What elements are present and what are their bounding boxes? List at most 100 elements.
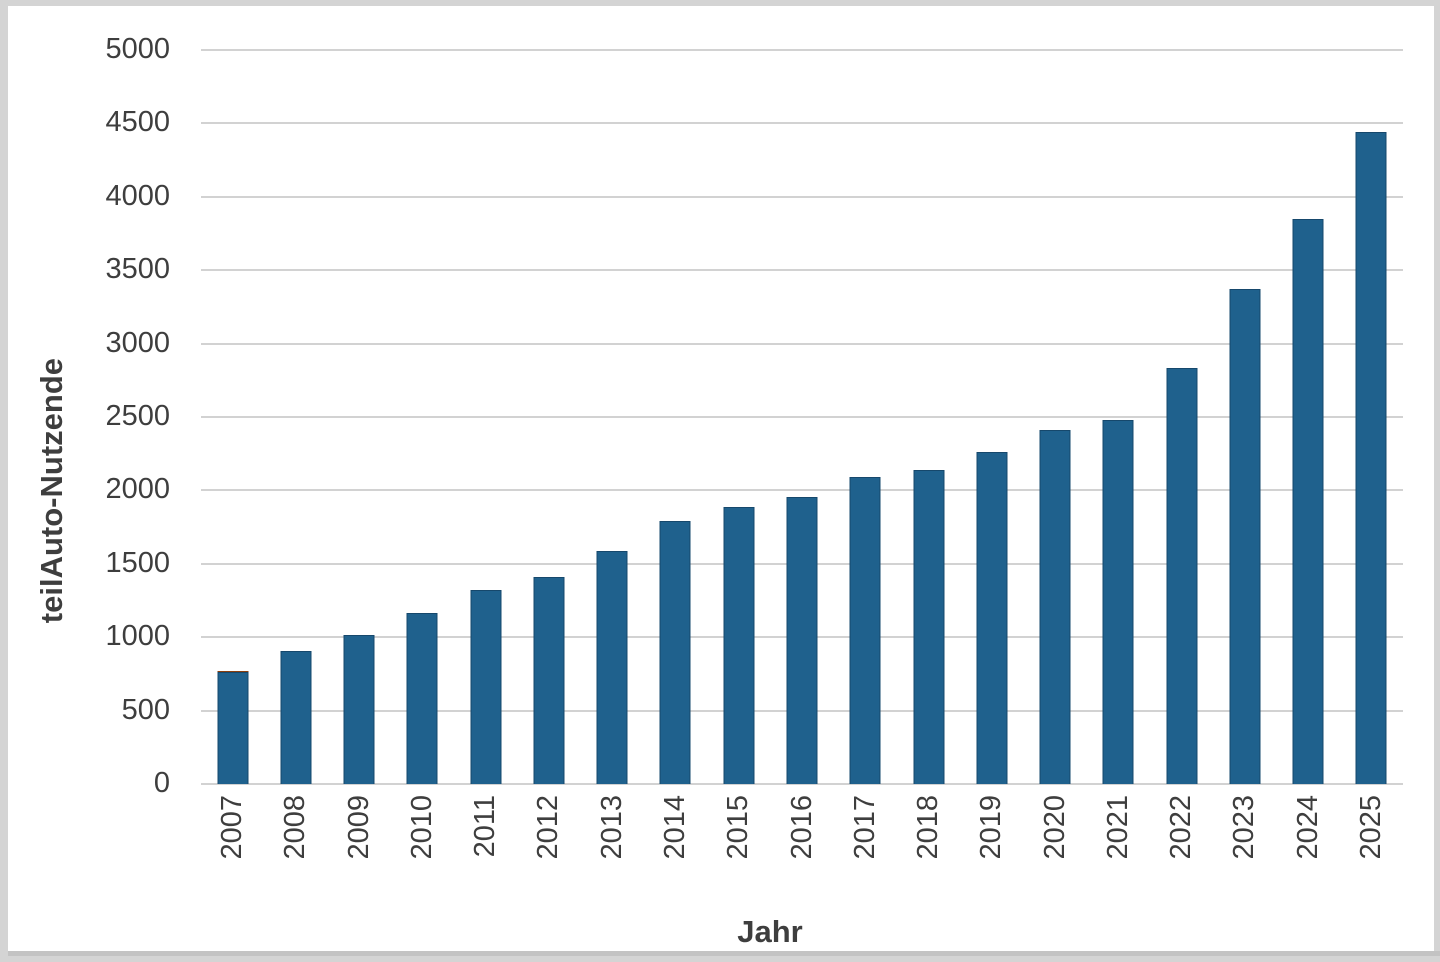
x-tick-slot: 2018: [897, 795, 960, 887]
bar: [280, 651, 312, 784]
gridline: [201, 195, 1403, 198]
x-tick-slot: 2023: [1213, 795, 1276, 887]
x-tick-slot: 2016: [770, 795, 833, 887]
x-axis-title: Jahr: [737, 914, 803, 949]
bar-slot: [517, 50, 580, 784]
y-tick-label: 500: [121, 693, 170, 726]
y-tick-label: 0: [153, 766, 170, 799]
frame-bottom-edge: [8, 951, 1440, 956]
x-tick-slot: 2007: [201, 795, 264, 887]
bar: [1166, 367, 1198, 784]
x-tick-label: 2017: [848, 795, 881, 860]
x-tick-label: 2022: [1165, 795, 1198, 860]
bar-slot: [1277, 50, 1340, 784]
gridline: [201, 122, 1403, 125]
bar: [913, 469, 945, 784]
bar-slot: [454, 50, 517, 784]
bar: [1229, 289, 1261, 784]
x-tick-slot: 2020: [1023, 795, 1086, 887]
x-tick-label: 2016: [785, 795, 818, 860]
x-tick-slot: 2008: [264, 795, 327, 887]
gridline: [201, 416, 1403, 418]
bar-slot: [1087, 50, 1150, 784]
y-tick-label: 2000: [105, 473, 170, 506]
y-tick-label: 5000: [105, 32, 170, 65]
bar-slot: [1340, 50, 1403, 784]
bars-layer: [201, 50, 1403, 784]
x-tick-label: 2012: [532, 795, 565, 860]
x-tick-label: 2024: [1291, 795, 1324, 860]
bar-slot: [264, 50, 327, 784]
bar: [406, 612, 438, 784]
x-tick-label: 2020: [1038, 795, 1071, 860]
bar-slot: [1213, 50, 1276, 784]
bar: [533, 577, 565, 784]
x-tick-slot: 2017: [834, 795, 897, 887]
bar: [470, 590, 502, 784]
x-tick-label: 2014: [658, 795, 691, 860]
x-tick-slot: 2015: [707, 795, 770, 887]
gridline: [201, 783, 1403, 785]
bar-slot: [897, 50, 960, 784]
x-tick-label: 2023: [1228, 795, 1261, 860]
x-tick-slot: 2024: [1277, 795, 1340, 887]
x-tick-slot: 2019: [960, 795, 1023, 887]
bar-slot: [581, 50, 644, 784]
y-tick-label: 4000: [105, 179, 170, 212]
x-tick-slot: 2009: [328, 795, 391, 887]
x-tick-slot: 2013: [581, 795, 644, 887]
x-tick-label: 2007: [216, 795, 249, 860]
y-tick-label: 1500: [105, 546, 170, 579]
x-tick-label: 2010: [405, 795, 438, 860]
bar-slot: [201, 50, 264, 784]
x-tick-slot: 2014: [644, 795, 707, 887]
gridline: [201, 49, 1403, 51]
bar: [1355, 132, 1387, 784]
y-tick-label: 3500: [105, 253, 170, 286]
bar-slot: [328, 50, 391, 784]
x-tick-label: 2025: [1354, 795, 1387, 860]
bar: [976, 452, 1008, 784]
bar: [659, 521, 691, 784]
y-tick-label: 2500: [105, 399, 170, 432]
x-tick-slot: 2012: [517, 795, 580, 887]
x-tick-label: 2019: [975, 795, 1008, 860]
x-tick-slot: 2021: [1087, 795, 1150, 887]
gridline: [201, 269, 1403, 272]
x-tick-slot: 2025: [1340, 795, 1403, 887]
x-tick-label: 2013: [595, 795, 628, 860]
bar: [596, 550, 628, 784]
x-tick-label: 2015: [722, 795, 755, 860]
bar-slot: [391, 50, 454, 784]
y-axis-tick-labels: 0 500 1000 1500 2000 2500 3000 3500 4000 4500 5000: [8, 34, 170, 797]
x-tick-label: 2018: [912, 795, 945, 860]
bar: [849, 477, 881, 784]
x-tick-slot: 2011: [454, 795, 517, 887]
bar-slot: [1023, 50, 1086, 784]
x-axis-tick-labels: 2007 2008 2009 2010 2011 2012 2013 2014 2015 2016…: [201, 795, 1403, 887]
x-tick-label: 2008: [279, 795, 312, 860]
gridline: [201, 489, 1403, 492]
bar: [1102, 419, 1134, 784]
bar-slot: [707, 50, 770, 784]
bar-slot: [834, 50, 897, 784]
bar: [1292, 218, 1324, 784]
bar: [786, 497, 818, 784]
x-tick-label: 2009: [342, 795, 375, 860]
bar: [343, 635, 375, 784]
y-axis-title: teilAuto-Nutzende: [34, 358, 69, 624]
bar: [1039, 430, 1071, 784]
x-tick-slot: 2010: [391, 795, 454, 887]
bar: [217, 672, 249, 784]
x-tick-slot: 2022: [1150, 795, 1213, 887]
x-tick-label: 2011: [469, 795, 502, 858]
bar: [723, 506, 755, 784]
x-tick-label: 2021: [1101, 795, 1134, 860]
y-tick-label: 3000: [105, 326, 170, 359]
bar-cap-segment: [217, 670, 249, 673]
y-tick-label: 4500: [105, 106, 170, 139]
bar-slot: [960, 50, 1023, 784]
gridline: [201, 342, 1403, 345]
y-tick-label: 1000: [105, 620, 170, 653]
bar-slot: [770, 50, 833, 784]
